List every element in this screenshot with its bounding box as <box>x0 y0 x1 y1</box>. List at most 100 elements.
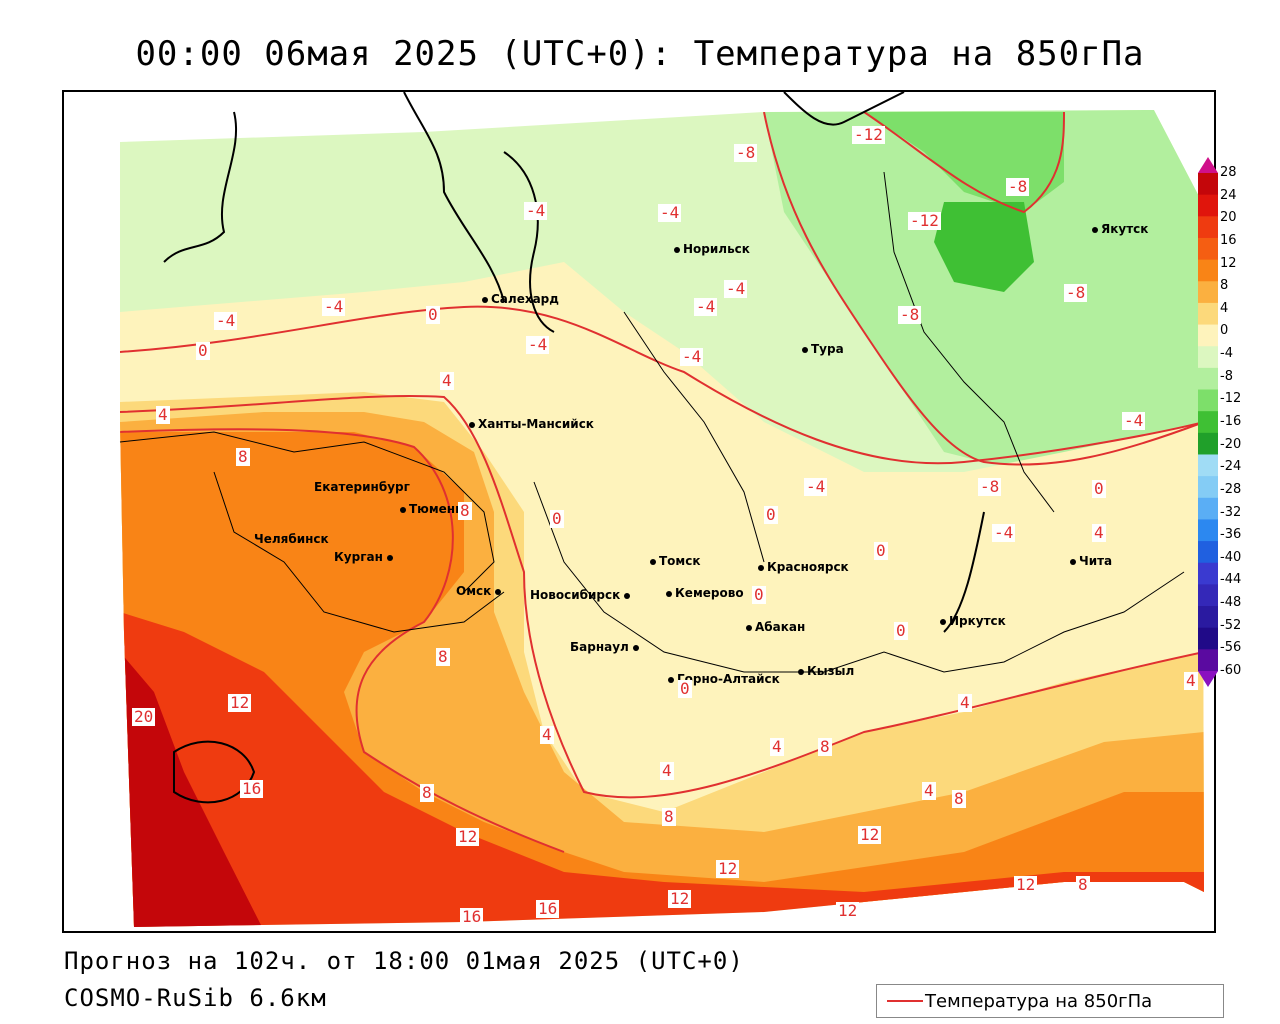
city-khanty-mansiysk: Ханты-Мансийск <box>469 417 594 431</box>
colorbar-swatch <box>1198 346 1218 369</box>
contour-label: 0 <box>752 585 766 604</box>
map-panel: Салехард Норильск Якутск Тура Ханты-Манс… <box>62 90 1216 933</box>
contour-label: 8 <box>818 737 832 756</box>
contour-label: 0 <box>550 509 564 528</box>
city-dot-icon <box>624 592 631 599</box>
city-chita: Чита <box>1070 554 1112 568</box>
colorbar-swatch <box>1198 173 1218 196</box>
colorbar-tick-label: -48 <box>1220 595 1242 611</box>
contour-label: 4 <box>1092 523 1106 542</box>
city-dot-icon <box>650 558 656 565</box>
colorbar-tick-label: -40 <box>1220 549 1242 565</box>
colorbar-tick-label: -24 <box>1220 459 1242 475</box>
city-barnaul: Барнаул <box>570 640 642 654</box>
colorbar-tick-label: 8 <box>1220 278 1229 294</box>
city-dot-icon <box>802 346 808 353</box>
contour-label: 20 <box>132 707 156 726</box>
colorbar-arrow-up-icon <box>1198 157 1218 173</box>
contour-label: -4 <box>992 523 1016 542</box>
colorbar-tick-label: -20 <box>1220 436 1242 452</box>
colorbar-swatch <box>1198 497 1218 520</box>
city-salekhard: Салехард <box>482 292 559 306</box>
colorbar <box>1198 157 1218 687</box>
city-tura: Тура <box>802 342 844 356</box>
contour-label: -8 <box>734 143 758 162</box>
city-dot-icon <box>469 421 475 428</box>
city-krasnoyarsk: Красноярск <box>758 560 849 574</box>
colorbar-tick-label: -32 <box>1220 504 1242 520</box>
city-omsk: Омск <box>456 584 504 598</box>
contour-label: 4 <box>660 761 674 780</box>
contour-label: 12 <box>668 889 692 908</box>
contour-label: 0 <box>1092 479 1106 498</box>
city-dot-icon <box>940 618 946 625</box>
contour-label: 4 <box>958 693 972 712</box>
colorbar-swatch <box>1198 541 1218 564</box>
city-dot-icon <box>386 554 393 561</box>
contour-label: 12 <box>858 825 882 844</box>
colorbar-tick-label: -16 <box>1220 414 1242 429</box>
colorbar-swatch <box>1198 454 1218 477</box>
contour-label: 16 <box>240 779 264 798</box>
colorbar-tick-label: 0 <box>1220 323 1229 339</box>
colorbar-tick-label: 4 <box>1220 300 1229 316</box>
colorbar-swatch <box>1198 324 1218 347</box>
contour-label: 0 <box>426 305 440 324</box>
contour-label: -4 <box>322 297 346 316</box>
city-dot-icon <box>482 296 488 303</box>
colorbar-tick-label: 24 <box>1220 187 1237 203</box>
colorbar-tick-label: 20 <box>1220 210 1237 226</box>
city-yakutsk: Якутск <box>1092 222 1148 236</box>
contour-label: 8 <box>420 783 434 802</box>
colorbar-tick-label: -60 <box>1220 663 1242 678</box>
city-dot-icon <box>1070 558 1076 565</box>
region-borders <box>119 171 1185 673</box>
colorbar-swatch <box>1198 562 1218 585</box>
city-dot-icon <box>495 588 502 595</box>
contour-label: -8 <box>1064 283 1088 302</box>
colorbar-tick-label: 16 <box>1220 232 1237 248</box>
contour-label: 8 <box>436 647 450 666</box>
city-tomsk: Томск <box>650 554 701 568</box>
colorbar-swatch <box>1198 649 1218 672</box>
contour-label: 16 <box>536 899 560 918</box>
contour-label: 12 <box>716 859 740 878</box>
contour-label: 0 <box>678 679 692 698</box>
contour-label: 8 <box>662 807 676 826</box>
colorbar-swatch <box>1198 432 1218 455</box>
contour-label: -4 <box>524 201 548 220</box>
contour-label: 4 <box>440 371 454 390</box>
city-dot-icon <box>1092 226 1098 233</box>
contour-label: 4 <box>770 737 784 756</box>
colorbar-tick-label: -8 <box>1220 368 1233 384</box>
contour-label: -4 <box>1122 411 1146 430</box>
contour-label: 0 <box>196 341 210 360</box>
contour-label: -8 <box>1006 177 1030 196</box>
isotherm-lines <box>120 111 1204 853</box>
temperature-map <box>119 92 1204 927</box>
contour-label: -4 <box>680 347 704 366</box>
contour-label: 0 <box>874 541 888 560</box>
city-abakan: Абакан <box>746 620 805 634</box>
page-title: 00:00 06мая 2025 (UTC+0): Температура на… <box>135 34 1145 74</box>
colorbar-tick-label: -4 <box>1220 346 1233 362</box>
colorbar-swatch <box>1198 281 1218 304</box>
colorbar-swatch <box>1198 259 1218 282</box>
contour-label: -8 <box>978 477 1002 496</box>
city-dot-icon <box>798 668 804 675</box>
city-kurgan: Курган <box>334 550 396 564</box>
city-dot-icon <box>758 564 764 571</box>
contour-label: 8 <box>1076 875 1090 894</box>
coastlines <box>163 92 985 804</box>
contour-label: 4 <box>922 781 936 800</box>
city-norilsk: Норильск <box>674 242 750 256</box>
colorbar-tick-label: -12 <box>1220 391 1242 407</box>
contour-label: -8 <box>898 305 922 324</box>
contour-label: -12 <box>908 211 941 230</box>
colorbar-swatch <box>1198 584 1218 607</box>
contour-label: 0 <box>894 621 908 640</box>
colorbar-swatch <box>1198 302 1218 326</box>
colorbar-swatch <box>1198 237 1218 261</box>
contour-label: -4 <box>694 297 718 316</box>
colorbar-swatch <box>1198 194 1218 217</box>
